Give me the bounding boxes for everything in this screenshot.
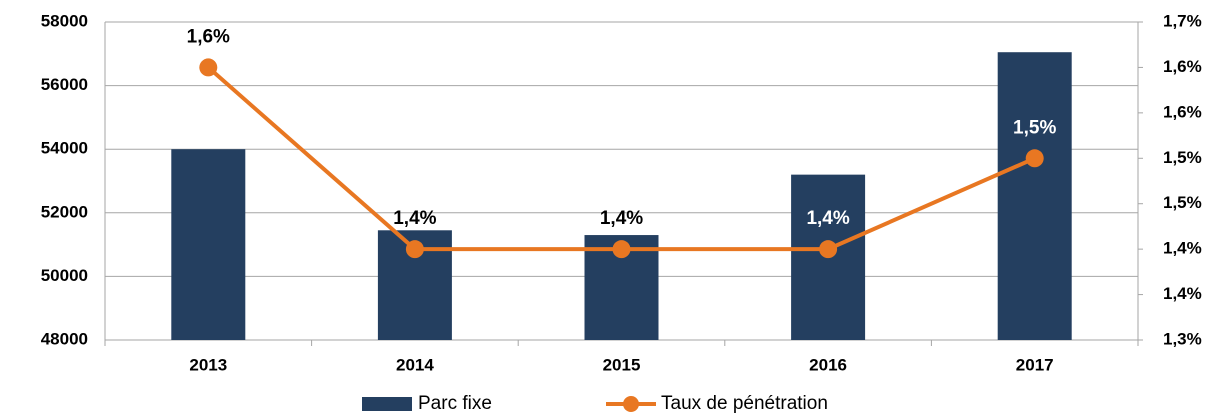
x-tick-label: 2016 bbox=[809, 355, 847, 374]
point bbox=[199, 58, 218, 77]
x-tick-label: 2015 bbox=[603, 355, 641, 374]
x-tick-label: 2014 bbox=[396, 355, 434, 374]
point bbox=[612, 240, 631, 259]
point bbox=[405, 240, 424, 259]
y-tick-label: 58000 bbox=[41, 11, 88, 30]
y2-tick-label: 1,4% bbox=[1163, 239, 1202, 258]
y-tick-label: 48000 bbox=[41, 329, 88, 348]
bar bbox=[171, 149, 246, 340]
data-label: 1,6% bbox=[187, 26, 230, 47]
legend-text: Taux de pénétration bbox=[661, 393, 828, 414]
y2-tick-label: 1,5% bbox=[1163, 148, 1202, 167]
bar bbox=[997, 52, 1072, 341]
y2-tick-label: 1,4% bbox=[1163, 284, 1202, 303]
legend-text: Parc fixe bbox=[418, 393, 492, 414]
y2-tick-label: 1,7% bbox=[1163, 11, 1202, 30]
x-tick-label: 2013 bbox=[189, 355, 227, 374]
y2-tick-label: 1,3% bbox=[1163, 329, 1202, 348]
point bbox=[819, 240, 838, 259]
y-tick-label: 52000 bbox=[41, 202, 88, 221]
data-label: 1,4% bbox=[600, 208, 643, 229]
y2-tick-label: 1,6% bbox=[1163, 57, 1202, 76]
y-tick-label: 56000 bbox=[41, 75, 88, 94]
y2-tick-label: 1,5% bbox=[1163, 193, 1202, 212]
data-label: 1,4% bbox=[806, 208, 849, 229]
legend-swatch bbox=[362, 397, 412, 411]
data-label: 1,4% bbox=[393, 208, 436, 229]
y-tick-label: 50000 bbox=[41, 266, 88, 285]
x-tick-label: 2017 bbox=[1016, 355, 1054, 374]
point bbox=[1025, 149, 1044, 168]
legend-swatch bbox=[623, 396, 639, 412]
y2-tick-label: 1,6% bbox=[1163, 102, 1202, 121]
data-label: 1,5% bbox=[1013, 117, 1056, 138]
y-tick-label: 54000 bbox=[41, 139, 88, 158]
